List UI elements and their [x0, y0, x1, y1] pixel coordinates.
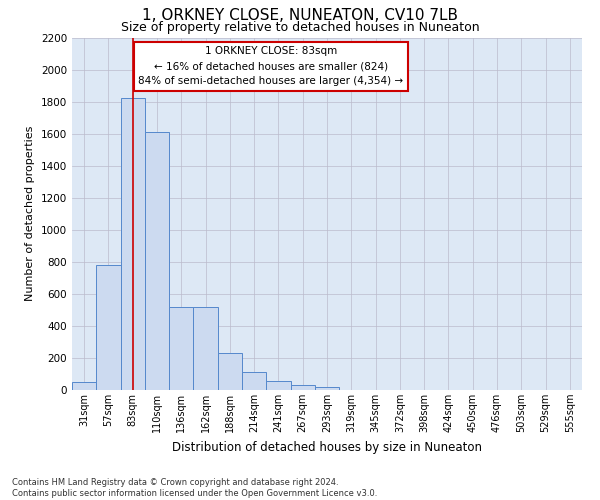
Bar	[169, 306, 193, 390]
Text: Size of property relative to detached houses in Nuneaton: Size of property relative to detached ho…	[121, 21, 479, 34]
Bar	[315, 387, 339, 390]
Bar	[121, 98, 145, 390]
Y-axis label: Number of detached properties: Number of detached properties	[25, 126, 35, 302]
Bar	[145, 132, 169, 390]
Bar	[290, 385, 315, 390]
Bar	[218, 353, 242, 390]
Bar	[266, 381, 290, 390]
Bar	[96, 265, 121, 390]
Bar	[193, 306, 218, 390]
Bar	[242, 372, 266, 390]
Text: Contains HM Land Registry data © Crown copyright and database right 2024.
Contai: Contains HM Land Registry data © Crown c…	[12, 478, 377, 498]
X-axis label: Distribution of detached houses by size in Nuneaton: Distribution of detached houses by size …	[172, 440, 482, 454]
Text: 1, ORKNEY CLOSE, NUNEATON, CV10 7LB: 1, ORKNEY CLOSE, NUNEATON, CV10 7LB	[142, 8, 458, 22]
Bar	[72, 382, 96, 390]
Text: 1 ORKNEY CLOSE: 83sqm
← 16% of detached houses are smaller (824)
84% of semi-det: 1 ORKNEY CLOSE: 83sqm ← 16% of detached …	[139, 46, 403, 86]
